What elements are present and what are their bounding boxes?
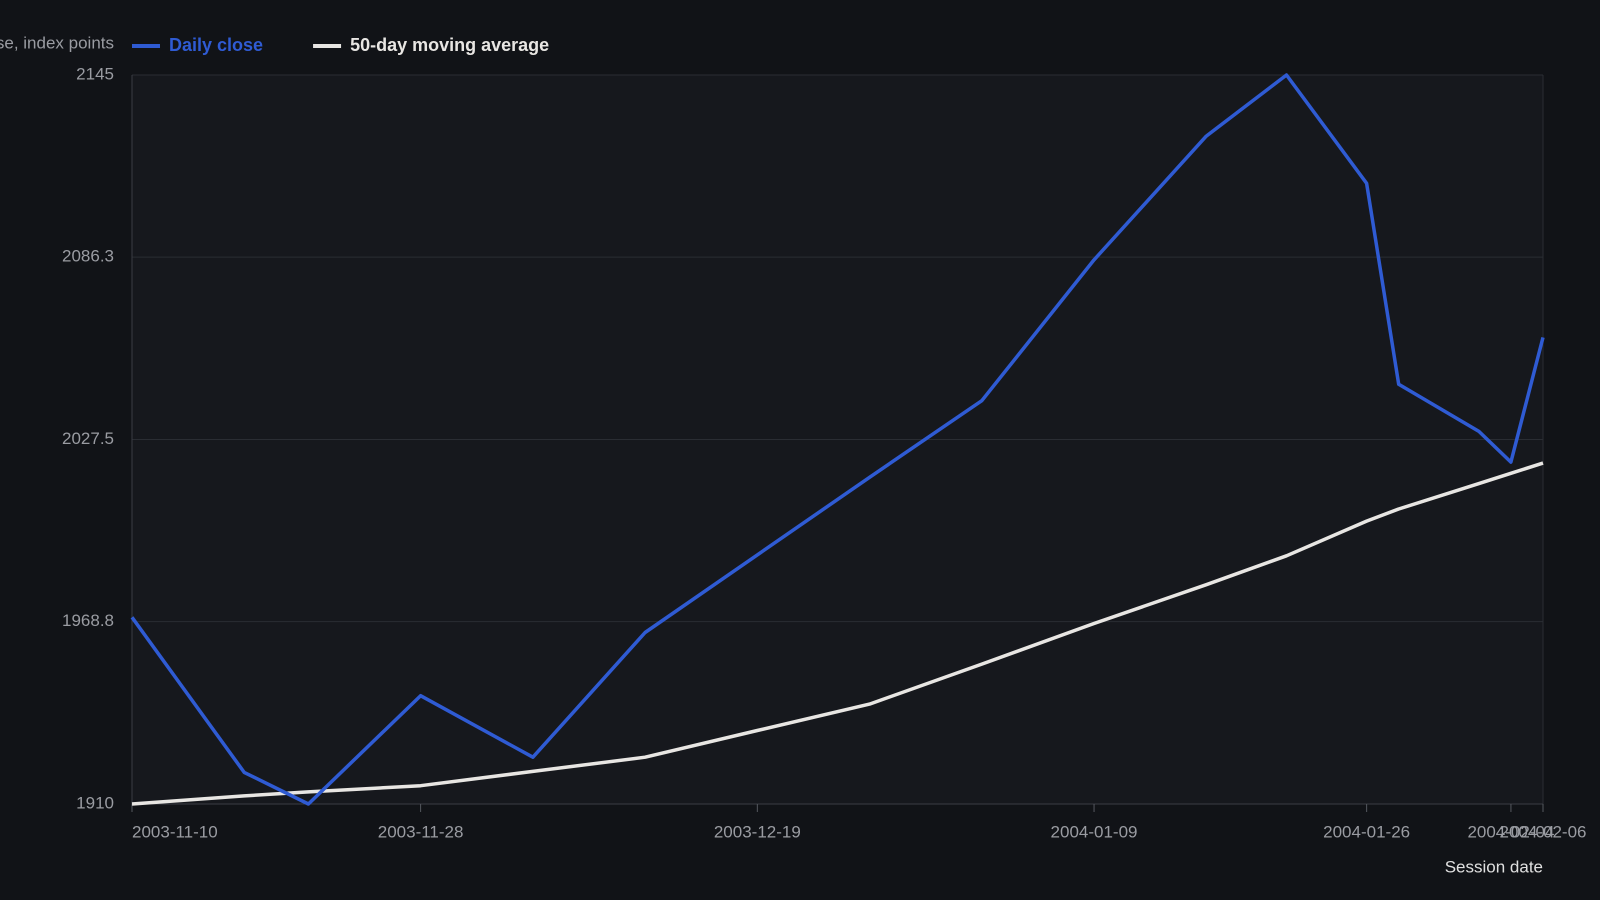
legend-text: Daily close xyxy=(169,35,263,55)
x-tick-label: 2004-02-04 xyxy=(1467,822,1554,841)
y-axis-label: Close, index points xyxy=(0,33,114,52)
y-tick-label: 1968.8 xyxy=(62,611,114,630)
y-tick-label: 2145 xyxy=(76,64,114,83)
x-tick-label: 2004-02-06 xyxy=(1500,822,1587,841)
x-tick-label: 2003-12-19 xyxy=(714,822,801,841)
series-line xyxy=(130,73,1545,806)
x-axis-label: Session date xyxy=(1445,857,1543,876)
y-tick-label: 1910 xyxy=(76,793,114,812)
x-tick-label: 2004-01-09 xyxy=(1051,822,1138,841)
series-line xyxy=(131,461,1544,806)
x-tick-label: 2003-11-28 xyxy=(378,822,464,841)
legend-text: 50-day moving average xyxy=(350,35,549,55)
x-tick-label: 2004-01-26 xyxy=(1323,822,1410,841)
y-tick-label: 2027.5 xyxy=(62,429,114,448)
x-tick-label: 2003-11-10 xyxy=(132,822,218,841)
y-tick-label: 2086.3 xyxy=(62,247,114,266)
